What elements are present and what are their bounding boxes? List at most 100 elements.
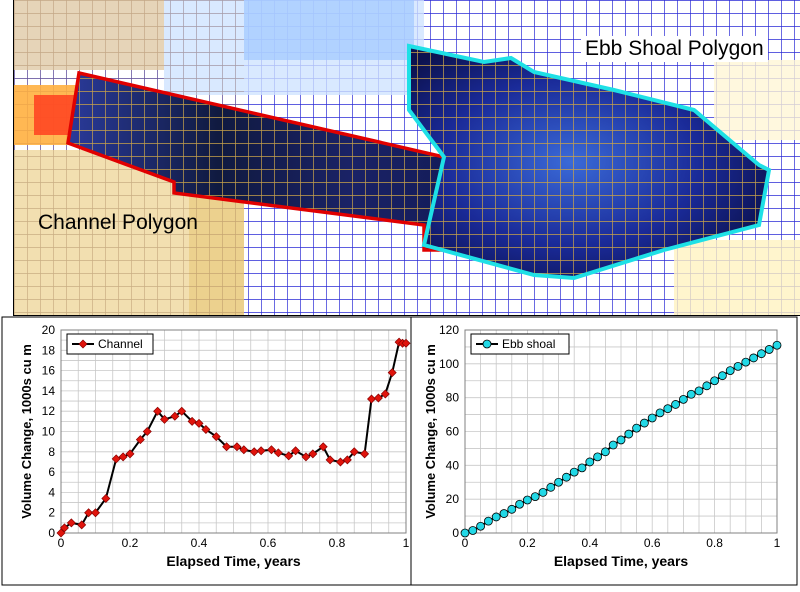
red-area: [34, 95, 74, 135]
ebb-data-point: [710, 376, 719, 386]
channel-data-point: [380, 389, 390, 399]
channel-data-point: [308, 449, 318, 459]
channel-data-point: [170, 411, 180, 421]
channel-x-tick-label: 0.6: [260, 536, 277, 550]
channel-data-point: [335, 457, 345, 467]
channel-data-point: [367, 394, 376, 404]
ebb-data-point: [725, 366, 735, 375]
ebb-data-point: [593, 452, 602, 462]
ebb-data-point: [491, 512, 501, 522]
channel-data-point: [373, 393, 383, 403]
ebb-data-point: [577, 463, 587, 473]
ebb-data-point: [554, 477, 563, 487]
mid-blue-area: [244, 0, 414, 60]
ebb-y-tick-label: 100: [439, 357, 459, 371]
ebb-y-tick-label: 20: [446, 492, 460, 506]
channel-data-point: [101, 493, 111, 503]
ebb-data-point: [608, 440, 618, 450]
channel-polygon-label: Channel Polygon: [38, 211, 198, 234]
channel-y-tick-label: 0: [48, 526, 55, 540]
ebb-x-tick-label: 0.2: [519, 536, 536, 550]
channel-data-point: [77, 520, 87, 530]
channel-data-point: [201, 424, 211, 434]
ebb-data-point: [733, 361, 743, 371]
channel-data-point: [66, 518, 76, 528]
ebb-data-point: [663, 404, 673, 414]
channel-data-point: [273, 448, 283, 458]
ebb-data-point: [655, 408, 665, 418]
channel-data-point: [222, 442, 232, 452]
ebb-data-point: [757, 349, 766, 359]
ebb-data-point: [624, 429, 634, 439]
channel-data-point: [125, 449, 135, 459]
ebb-data-point: [562, 472, 571, 482]
ebb-data-point: [569, 467, 579, 477]
channel-data-point: [160, 414, 169, 424]
ebb-x-axis-label: Elapsed Time, years: [554, 553, 689, 569]
ebb-data-point: [764, 345, 774, 354]
ebb-data-point: [546, 482, 556, 492]
channel-data-point: [118, 452, 128, 462]
channel-data-point: [177, 406, 187, 416]
channel-y-tick-label: 12: [42, 404, 56, 418]
ebb-data-point: [468, 526, 478, 535]
channel-legend-label: Channel: [98, 337, 143, 351]
channel-y-axis-label: Volume Change, 1000s cu m: [19, 344, 34, 519]
ebb-data-point: [585, 457, 595, 467]
ebb-legend-box: [470, 333, 570, 355]
ebb-shoal-label: Ebb Shoal Polygon: [581, 36, 768, 62]
ebb-y-tick-label: 60: [446, 425, 460, 439]
channel-data-point: [349, 447, 359, 457]
ebb-data-point: [718, 371, 727, 381]
channel-x-tick-label: 0: [58, 536, 65, 550]
channel-data-point: [91, 508, 100, 518]
channel-y-tick-label: 20: [42, 323, 56, 337]
ebb-data-point: [483, 516, 493, 526]
channel-data-point: [84, 508, 94, 518]
ebb-x-tick-label: 0.8: [706, 536, 723, 550]
ebb-data-point: [741, 357, 751, 367]
channel-data-point: [153, 406, 163, 416]
ebb-data-point: [694, 386, 704, 396]
ebb-y-tick-label: 120: [439, 323, 459, 337]
channel-data-point: [301, 452, 311, 462]
ebb-x-tick-label: 0.6: [644, 536, 661, 550]
channel-data-point: [56, 528, 66, 538]
ebb-y-tick-label: 0: [452, 526, 459, 540]
ebb-data-point: [749, 353, 758, 363]
ebb-shoal-chart: 0 0.2 0.4 0.6 0.8 1 0 20 40 60 80 100 120 Elapsed Tim…: [423, 323, 782, 569]
light-yellow-area-2: [714, 60, 800, 140]
channel-legend-marker: [78, 339, 88, 349]
channel-plot-area: [60, 329, 407, 534]
ebb-data-point: [679, 394, 688, 404]
ebb-data-point: [499, 509, 509, 518]
channel-data-point: [211, 432, 221, 442]
channel-data-point: [266, 445, 276, 455]
ebb-legend-marker: [482, 339, 492, 349]
ebb-data-point: [702, 381, 712, 391]
ebb-shoal-polygon-grid: [409, 46, 769, 278]
channel-data-point: [360, 449, 370, 459]
ebb-data-point: [530, 492, 540, 502]
ebb-data-point: [686, 389, 696, 399]
channel-data-point: [135, 435, 145, 445]
channel-data-point: [187, 416, 197, 426]
channel-data-point: [111, 454, 121, 464]
ebb-plot-area: [464, 329, 778, 534]
channel-data-point: [291, 446, 301, 456]
channel-x-axis-label: Elapsed Time, years: [166, 553, 301, 569]
channel-data-point: [256, 446, 266, 456]
channel-data-point: [318, 442, 328, 452]
channel-data-point: [194, 418, 204, 428]
channel-chart-frame: [1, 316, 412, 586]
ebb-data-point: [772, 340, 782, 350]
channel-data-point: [239, 445, 249, 455]
light-yellow-area: [674, 240, 800, 315]
channel-data-point: [142, 427, 152, 436]
channel-y-tick-label: 10: [42, 425, 56, 439]
channel-data-point: [232, 442, 242, 452]
ebb-data-point: [671, 400, 680, 409]
ebb-x-tick-label: 0: [462, 536, 469, 550]
